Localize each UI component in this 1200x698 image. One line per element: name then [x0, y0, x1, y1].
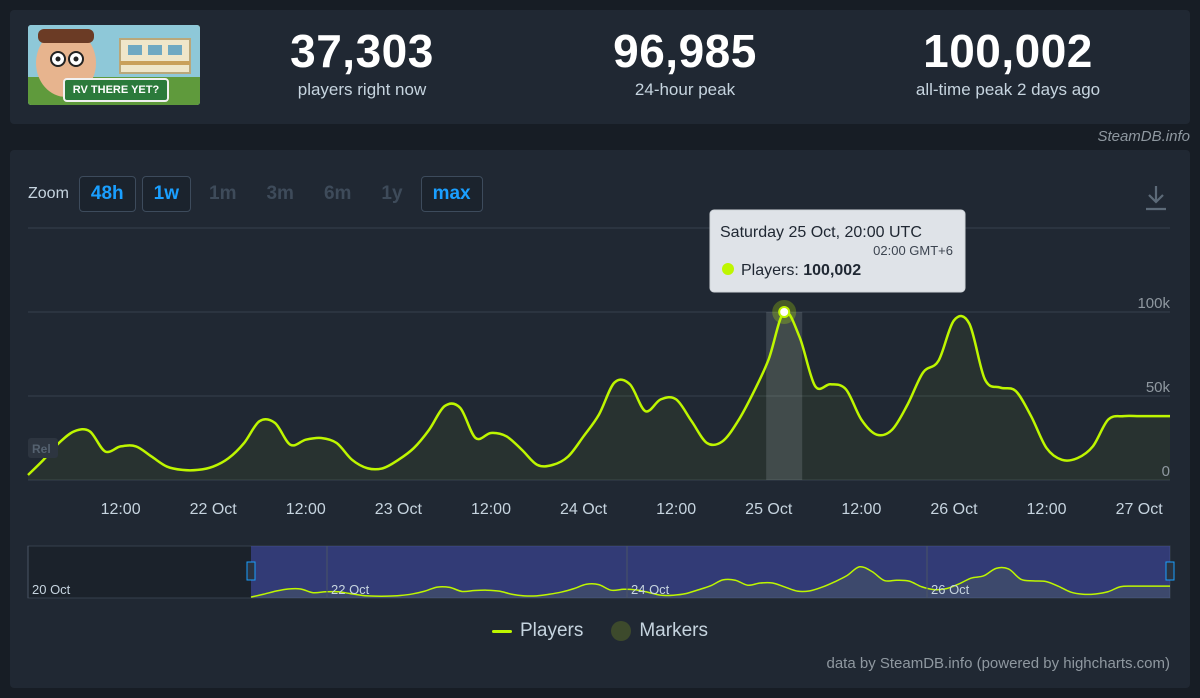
current-players-label: players right now	[297, 80, 427, 99]
legend-players-label: Players	[520, 620, 584, 641]
zoom-max-button[interactable]: max	[420, 176, 483, 212]
game-artwork	[28, 25, 200, 105]
peak-point	[778, 305, 791, 318]
release-marker[interactable]: Rel	[28, 438, 58, 458]
x-axis: 12:00 22 Oct 12:00 23 Oct 12:00 24 Oct 12:00 25…	[101, 501, 1164, 518]
peak-24h-label: 24-hour peak	[634, 80, 736, 99]
legend-item-markers[interactable]: Markers	[611, 620, 708, 642]
game-thumbnail[interactable]: RV THERE YET?	[28, 25, 200, 105]
legend-markers-swatch	[611, 621, 632, 641]
x-tick-label: 25 Oct	[745, 501, 793, 518]
x-tick-label: 12:00	[841, 501, 881, 518]
download-icon[interactable]	[1144, 184, 1168, 212]
navigator-tick-label: 24 Oct	[631, 582, 670, 597]
tooltip: Saturday 25 Oct, 20:00 UTC 02:00 GMT+6 P…	[709, 209, 966, 293]
x-tick-label: 12:00	[286, 501, 326, 518]
legend: Players Markers	[10, 620, 1190, 642]
x-tick-label: 12:00	[471, 501, 511, 518]
navigator: 20 Oct 22 Oct 24 Oct 26 Oct	[27, 545, 1175, 599]
legend-markers-label: Markers	[639, 620, 708, 641]
y-tick-label: 50k	[1146, 379, 1171, 396]
navigator-right-handle[interactable]	[1165, 561, 1175, 581]
tooltip-series-row: Players: 100,002	[741, 262, 861, 279]
x-tick-label: 12:00	[101, 501, 141, 518]
zoom-6m-button[interactable]: 6m	[312, 176, 363, 212]
x-tick-label: 23 Oct	[375, 501, 423, 518]
tooltip-value: 100,002	[803, 262, 861, 279]
navigator-series-line	[250, 565, 1170, 598]
navigator-tick-label: 26 Oct	[931, 582, 970, 597]
stat-alltime-peak: 100,002 all-time peak 2 days ago	[848, 26, 1168, 100]
navigator-tick-label: 20 Oct	[32, 582, 71, 597]
legend-players-swatch	[492, 629, 512, 633]
credits-link[interactable]: data by SteamDB.info (powered by highcha…	[826, 655, 1171, 672]
chart-panel: Zoom 48h 1w 1m 3m 6m 1y max 0 50k 100k 12:…	[10, 150, 1190, 688]
tooltip-subtitle: 02:00 GMT+6	[873, 243, 953, 258]
stat-24h-peak: 96,985 24-hour peak	[525, 26, 845, 100]
alltime-peak-label: all-time peak 2 days ago	[915, 80, 1101, 99]
y-tick-label: 100k	[1137, 295, 1170, 312]
legend-item-players[interactable]: Players	[492, 620, 583, 642]
alltime-peak-value: 100,002	[923, 25, 1093, 77]
y-tick-label: 0	[1162, 463, 1170, 480]
game-title-sign: RV THERE YET?	[72, 84, 160, 96]
tooltip-title: Saturday 25 Oct, 20:00 UTC	[720, 224, 922, 241]
x-tick-label: 22 Oct	[190, 501, 238, 518]
navigator-left-handle[interactable]	[246, 561, 256, 581]
zoom-label: Zoom	[28, 185, 69, 202]
x-tick-label: 12:00	[1027, 501, 1067, 518]
stat-current-players: 37,303 players right now	[202, 26, 522, 100]
steamdb-brand-link[interactable]: SteamDB.info	[1097, 128, 1190, 145]
tooltip-series-label: Players:	[741, 262, 803, 279]
hover-band	[766, 311, 803, 480]
zoom-1w-button[interactable]: 1w	[141, 176, 192, 212]
zoom-bar: Zoom 48h 1w 1m 3m 6m 1y max	[28, 176, 489, 212]
tooltip-series-dot	[722, 263, 734, 275]
grid-lines	[28, 227, 1170, 481]
player-count-chart[interactable]: 0 50k 100k 12:00 22 Oct 12:00 23 Oct 12:00 24 O…	[10, 150, 1190, 620]
x-tick-label: 26 Oct	[930, 501, 978, 518]
navigator-selection[interactable]	[251, 546, 1170, 598]
y-axis: 0 50k 100k	[1137, 295, 1170, 480]
zoom-48h-button[interactable]: 48h	[78, 176, 136, 212]
x-tick-label: 27 Oct	[1116, 501, 1164, 518]
release-marker-label: Rel	[32, 442, 51, 456]
navigator-tick-label: 22 Oct	[331, 582, 370, 597]
x-tick-label: 12:00	[656, 501, 696, 518]
current-players-value: 37,303	[290, 25, 434, 77]
stats-panel: RV THERE YET? 37,303 players right now 9…	[10, 10, 1190, 124]
zoom-1m-button[interactable]: 1m	[197, 176, 248, 212]
players-area	[28, 311, 1170, 480]
zoom-3m-button[interactable]: 3m	[254, 176, 305, 212]
players-series-line[interactable]	[27, 310, 1170, 476]
peak-24h-value: 96,985	[613, 25, 757, 77]
zoom-1y-button[interactable]: 1y	[369, 176, 414, 212]
x-tick-label: 24 Oct	[560, 501, 608, 518]
